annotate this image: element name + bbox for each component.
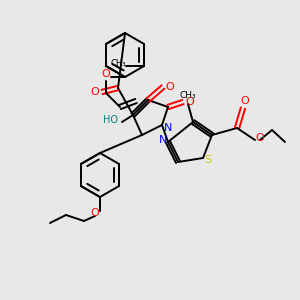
Text: O: O — [256, 133, 264, 143]
Text: N: N — [159, 135, 167, 145]
Text: O: O — [186, 97, 194, 107]
Text: N: N — [164, 123, 172, 133]
Text: S: S — [204, 155, 211, 165]
Text: O: O — [241, 96, 249, 106]
Text: O: O — [91, 87, 99, 97]
Text: CH₃: CH₃ — [110, 58, 126, 68]
Text: O: O — [102, 69, 110, 79]
Text: O: O — [166, 82, 174, 92]
Text: HO: HO — [103, 115, 118, 125]
Text: CH₃: CH₃ — [180, 92, 196, 100]
Text: O: O — [91, 208, 99, 218]
